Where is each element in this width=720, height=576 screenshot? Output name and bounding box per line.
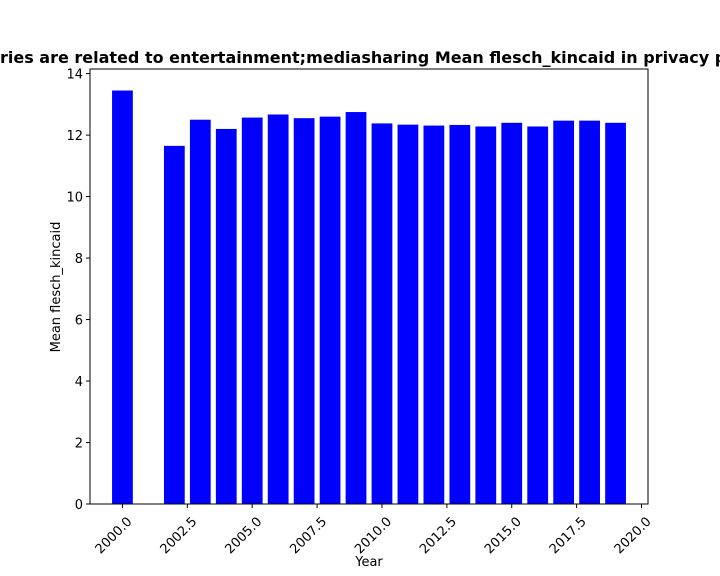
bar-2006: [267, 114, 289, 504]
bar-2003: [189, 119, 211, 505]
bar-2009: [345, 112, 367, 504]
bar-2016: [527, 126, 549, 504]
bar-2002: [163, 145, 185, 505]
bar-2011: [397, 124, 419, 504]
x-tick-label: 2010.0: [352, 514, 395, 557]
bar-2005: [241, 117, 263, 504]
bar-2014: [475, 126, 497, 504]
x-axis-label: Year: [354, 555, 383, 570]
bar-2015: [501, 122, 523, 504]
y-tick-label: 6: [75, 314, 83, 329]
x-tick-label: 2020.0: [612, 514, 655, 557]
bar-2008: [319, 116, 341, 504]
y-tick-label: 12: [66, 129, 83, 144]
bar-2019: [605, 122, 626, 504]
bar-2010: [371, 123, 393, 505]
bars-group: [112, 90, 626, 505]
y-tick-label: 8: [75, 252, 83, 267]
x-tick-label: 2005.0: [222, 514, 265, 557]
bar-2013: [449, 124, 471, 504]
bar-2017: [553, 120, 575, 505]
plot-area-frame: [89, 68, 649, 505]
x-tick-label: 2017.5: [547, 514, 590, 557]
x-tick-label: 2007.5: [287, 514, 330, 557]
bar-2000: [112, 90, 133, 504]
y-tick-label: 0: [75, 498, 83, 513]
y-tick-label: 14: [66, 68, 83, 83]
x-tick-label: 2000.0: [93, 514, 136, 557]
y-axis: 0 2 4 6 8 10 12 14: [66, 68, 90, 513]
x-axis: 2000.0 2002.5 2005.0 2007.5 2010.0 2012.5 2015…: [93, 504, 655, 557]
x-tick-label: 2002.5: [158, 514, 201, 557]
bar-2012: [423, 125, 445, 504]
y-tick-label: 2: [75, 437, 83, 452]
y-axis-label: Mean flesch_kincaid: [49, 222, 64, 353]
bar-2004: [215, 128, 237, 504]
bar-2007: [293, 118, 315, 504]
bar-2018: [579, 120, 600, 505]
x-tick-label: 2015.0: [482, 514, 525, 557]
y-tick-label: 10: [66, 191, 83, 206]
x-tick-label: 2012.5: [417, 514, 460, 557]
y-tick-label: 4: [75, 375, 83, 390]
chart-title: Categories are related to entertainment;…: [0, 48, 720, 67]
